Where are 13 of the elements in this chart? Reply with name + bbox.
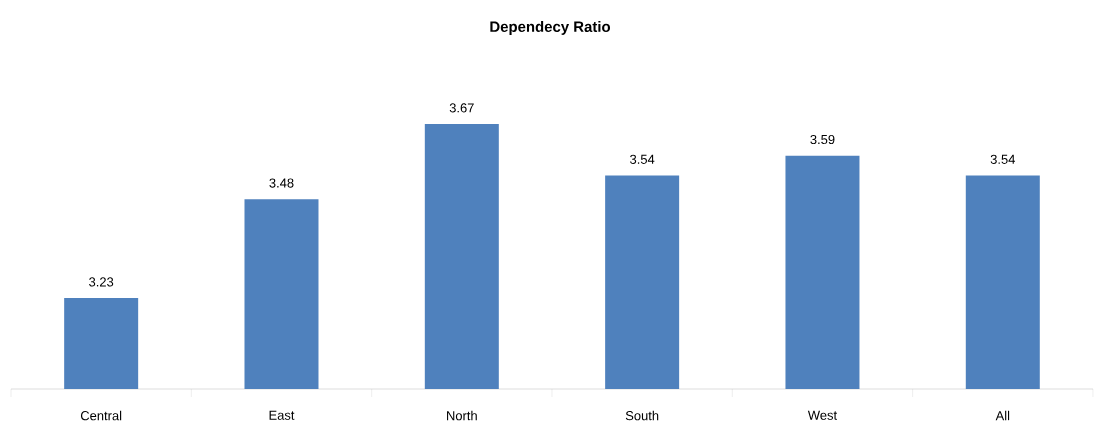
x-tick-label: All xyxy=(995,410,1010,421)
data-label: 3.67 xyxy=(449,103,474,113)
data-label: 3.54 xyxy=(630,154,655,164)
x-tick-label: North xyxy=(447,410,477,421)
x-tick-label: South xyxy=(625,410,659,421)
data-label: 3.23 xyxy=(89,277,114,287)
x-tick-label: West xyxy=(807,410,837,420)
data-label: 3.54 xyxy=(990,154,1016,164)
data-label: 3.59 xyxy=(810,134,835,145)
x-tick-label: Central xyxy=(80,410,122,421)
data-label: 3.48 xyxy=(269,178,294,188)
chart-title: Dependecy Ratio xyxy=(490,21,611,35)
x-tick-label: East xyxy=(269,410,295,420)
